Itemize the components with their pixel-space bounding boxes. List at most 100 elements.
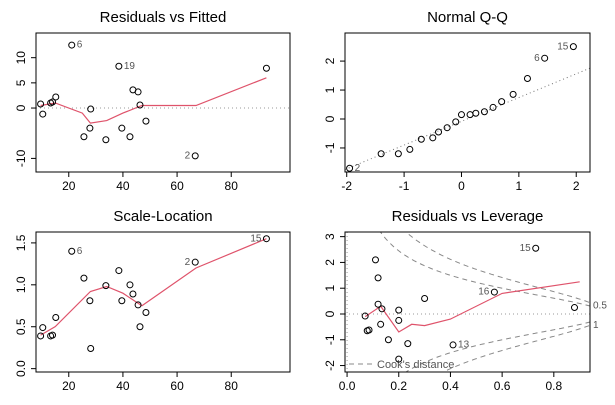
y-tick-label: -1 bbox=[323, 142, 337, 153]
point bbox=[142, 117, 150, 125]
point-label: 19 bbox=[124, 61, 136, 72]
point bbox=[404, 340, 412, 348]
x-tick-label: 0.2 bbox=[390, 379, 407, 393]
plot-frame bbox=[35, 32, 291, 173]
y-tick-label: 2 bbox=[323, 259, 337, 266]
point bbox=[115, 267, 123, 275]
point bbox=[394, 150, 402, 158]
point bbox=[86, 124, 94, 132]
point bbox=[191, 258, 199, 266]
point bbox=[377, 150, 385, 158]
y-tick-label: 0 bbox=[323, 310, 337, 317]
point bbox=[134, 301, 142, 309]
x-tick-label: 80 bbox=[225, 179, 239, 193]
point bbox=[142, 308, 150, 316]
point bbox=[115, 62, 123, 70]
plot-area bbox=[36, 77, 290, 124]
point bbox=[102, 136, 110, 144]
point bbox=[489, 103, 497, 111]
point-label: 2 bbox=[355, 163, 361, 174]
point bbox=[68, 41, 76, 49]
point bbox=[346, 164, 354, 172]
point bbox=[523, 74, 531, 82]
point bbox=[378, 305, 386, 313]
panel-title: Normal Q-Q bbox=[427, 9, 508, 26]
point bbox=[374, 300, 382, 308]
y-tick-label: 0.5 bbox=[14, 318, 28, 335]
point-label: 15 bbox=[557, 41, 569, 52]
point bbox=[509, 90, 517, 98]
x-tick-label: 0.8 bbox=[545, 379, 562, 393]
point bbox=[371, 256, 379, 264]
point-label: 15 bbox=[520, 243, 532, 254]
point bbox=[49, 98, 57, 106]
point bbox=[395, 306, 403, 314]
point bbox=[134, 88, 142, 96]
point bbox=[395, 316, 403, 324]
y-tick-label: 10 bbox=[14, 51, 28, 65]
y-tick-label: -10 bbox=[14, 149, 28, 167]
point bbox=[52, 93, 60, 101]
point bbox=[49, 331, 57, 339]
plot-frame bbox=[344, 231, 591, 373]
point-label: 2 bbox=[185, 151, 191, 162]
point bbox=[52, 314, 60, 322]
point bbox=[377, 320, 385, 328]
point bbox=[429, 134, 437, 142]
point bbox=[80, 274, 88, 282]
point bbox=[449, 341, 457, 349]
x-tick-label: 20 bbox=[62, 379, 76, 393]
point bbox=[118, 297, 126, 305]
plot-area bbox=[40, 238, 267, 336]
point bbox=[417, 135, 425, 143]
point bbox=[126, 133, 134, 141]
plot-frame bbox=[344, 32, 591, 173]
x-tick-label: 1 bbox=[516, 179, 523, 193]
point bbox=[87, 345, 95, 353]
point-label: 6 bbox=[77, 40, 83, 51]
point-label: 6 bbox=[534, 53, 540, 64]
x-tick-label: 40 bbox=[116, 379, 130, 393]
cook-level-label: 0.5 bbox=[593, 301, 607, 312]
point bbox=[361, 312, 369, 320]
point bbox=[480, 108, 488, 116]
y-tick-label: 3 bbox=[323, 233, 337, 240]
point-label: 16 bbox=[478, 287, 490, 298]
x-tick-label: 0 bbox=[458, 179, 465, 193]
point bbox=[118, 124, 126, 132]
panel-title: Residuals vs Fitted bbox=[100, 9, 227, 26]
point bbox=[102, 282, 110, 290]
y-tick-label: 5 bbox=[14, 79, 28, 86]
point bbox=[39, 324, 47, 332]
y-tick-label: 1 bbox=[323, 86, 337, 93]
point bbox=[532, 244, 540, 252]
y-tick-label: 0 bbox=[323, 115, 337, 122]
point bbox=[126, 281, 134, 289]
point-label: 2 bbox=[185, 257, 191, 268]
y-tick-label: 0.0 bbox=[14, 360, 28, 377]
point bbox=[421, 295, 429, 303]
point bbox=[443, 124, 451, 132]
panel-title: Scale-Location bbox=[113, 208, 212, 225]
point bbox=[406, 145, 414, 153]
point bbox=[466, 111, 474, 119]
x-tick-label: -1 bbox=[399, 179, 410, 193]
x-tick-label: 0.6 bbox=[494, 379, 511, 393]
x-tick-label: 60 bbox=[170, 179, 184, 193]
x-tick-label: 0.4 bbox=[442, 379, 459, 393]
y-tick-label: 1.5 bbox=[14, 234, 28, 251]
point bbox=[452, 118, 460, 126]
smooth-line bbox=[40, 238, 267, 336]
point bbox=[37, 332, 45, 340]
point bbox=[498, 98, 506, 106]
y-tick-label: 1 bbox=[323, 285, 337, 292]
y-tick-label: -2 bbox=[323, 360, 337, 371]
point-label: 13 bbox=[458, 340, 470, 351]
point bbox=[472, 109, 480, 117]
y-tick-label: -1 bbox=[323, 334, 337, 345]
plot-frame bbox=[35, 231, 291, 373]
point bbox=[262, 64, 270, 72]
x-tick-label: -2 bbox=[341, 179, 352, 193]
cook-level-label: 1 bbox=[593, 320, 599, 331]
